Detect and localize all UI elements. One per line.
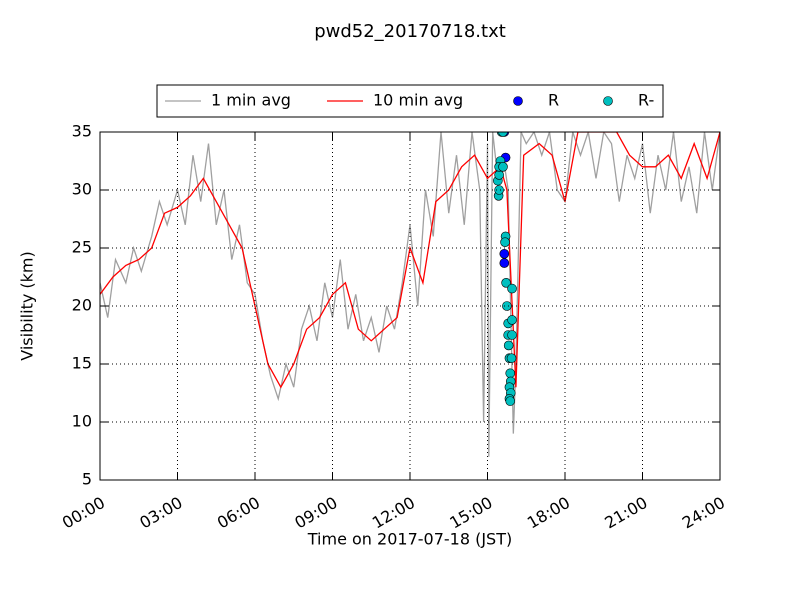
- marker: [499, 258, 510, 268]
- y-tick-label: 20: [72, 296, 92, 315]
- marker: [506, 353, 517, 364]
- marker: [507, 330, 517, 340]
- legend-label: 10 min avg: [373, 91, 463, 110]
- y-tick-label: 25: [72, 238, 92, 257]
- legend-marker: [603, 96, 613, 106]
- marker: [503, 340, 514, 351]
- y-tick-label: 35: [72, 122, 92, 141]
- marker: [502, 301, 512, 311]
- legend-marker: [513, 96, 523, 106]
- y-tick-label: 10: [72, 412, 92, 431]
- marker: [498, 132, 508, 137]
- marker: [505, 396, 516, 406]
- marker: [507, 283, 517, 294]
- legend-label: R: [548, 91, 559, 110]
- y-tick-label: 5: [82, 470, 92, 489]
- marker: [494, 170, 504, 180]
- y-tick-label: 15: [72, 354, 92, 373]
- marker: [505, 368, 516, 379]
- marker: [498, 162, 508, 172]
- chart-title: pwd52_20170718.txt: [314, 21, 506, 42]
- marker: [507, 315, 517, 325]
- marker: [501, 277, 511, 288]
- y-tick-label: 30: [72, 180, 92, 199]
- marker: [499, 249, 510, 259]
- legend-label: R-: [638, 91, 654, 110]
- marker: [494, 185, 504, 195]
- y-axis-label: Visibility (km): [18, 251, 37, 360]
- legend-label: 1 min avg: [211, 91, 291, 110]
- series-line: [100, 132, 720, 457]
- x-axis-label: Time on 2017-07-18 (JST): [307, 530, 512, 549]
- legend: [156, 84, 664, 118]
- marker: [500, 237, 510, 247]
